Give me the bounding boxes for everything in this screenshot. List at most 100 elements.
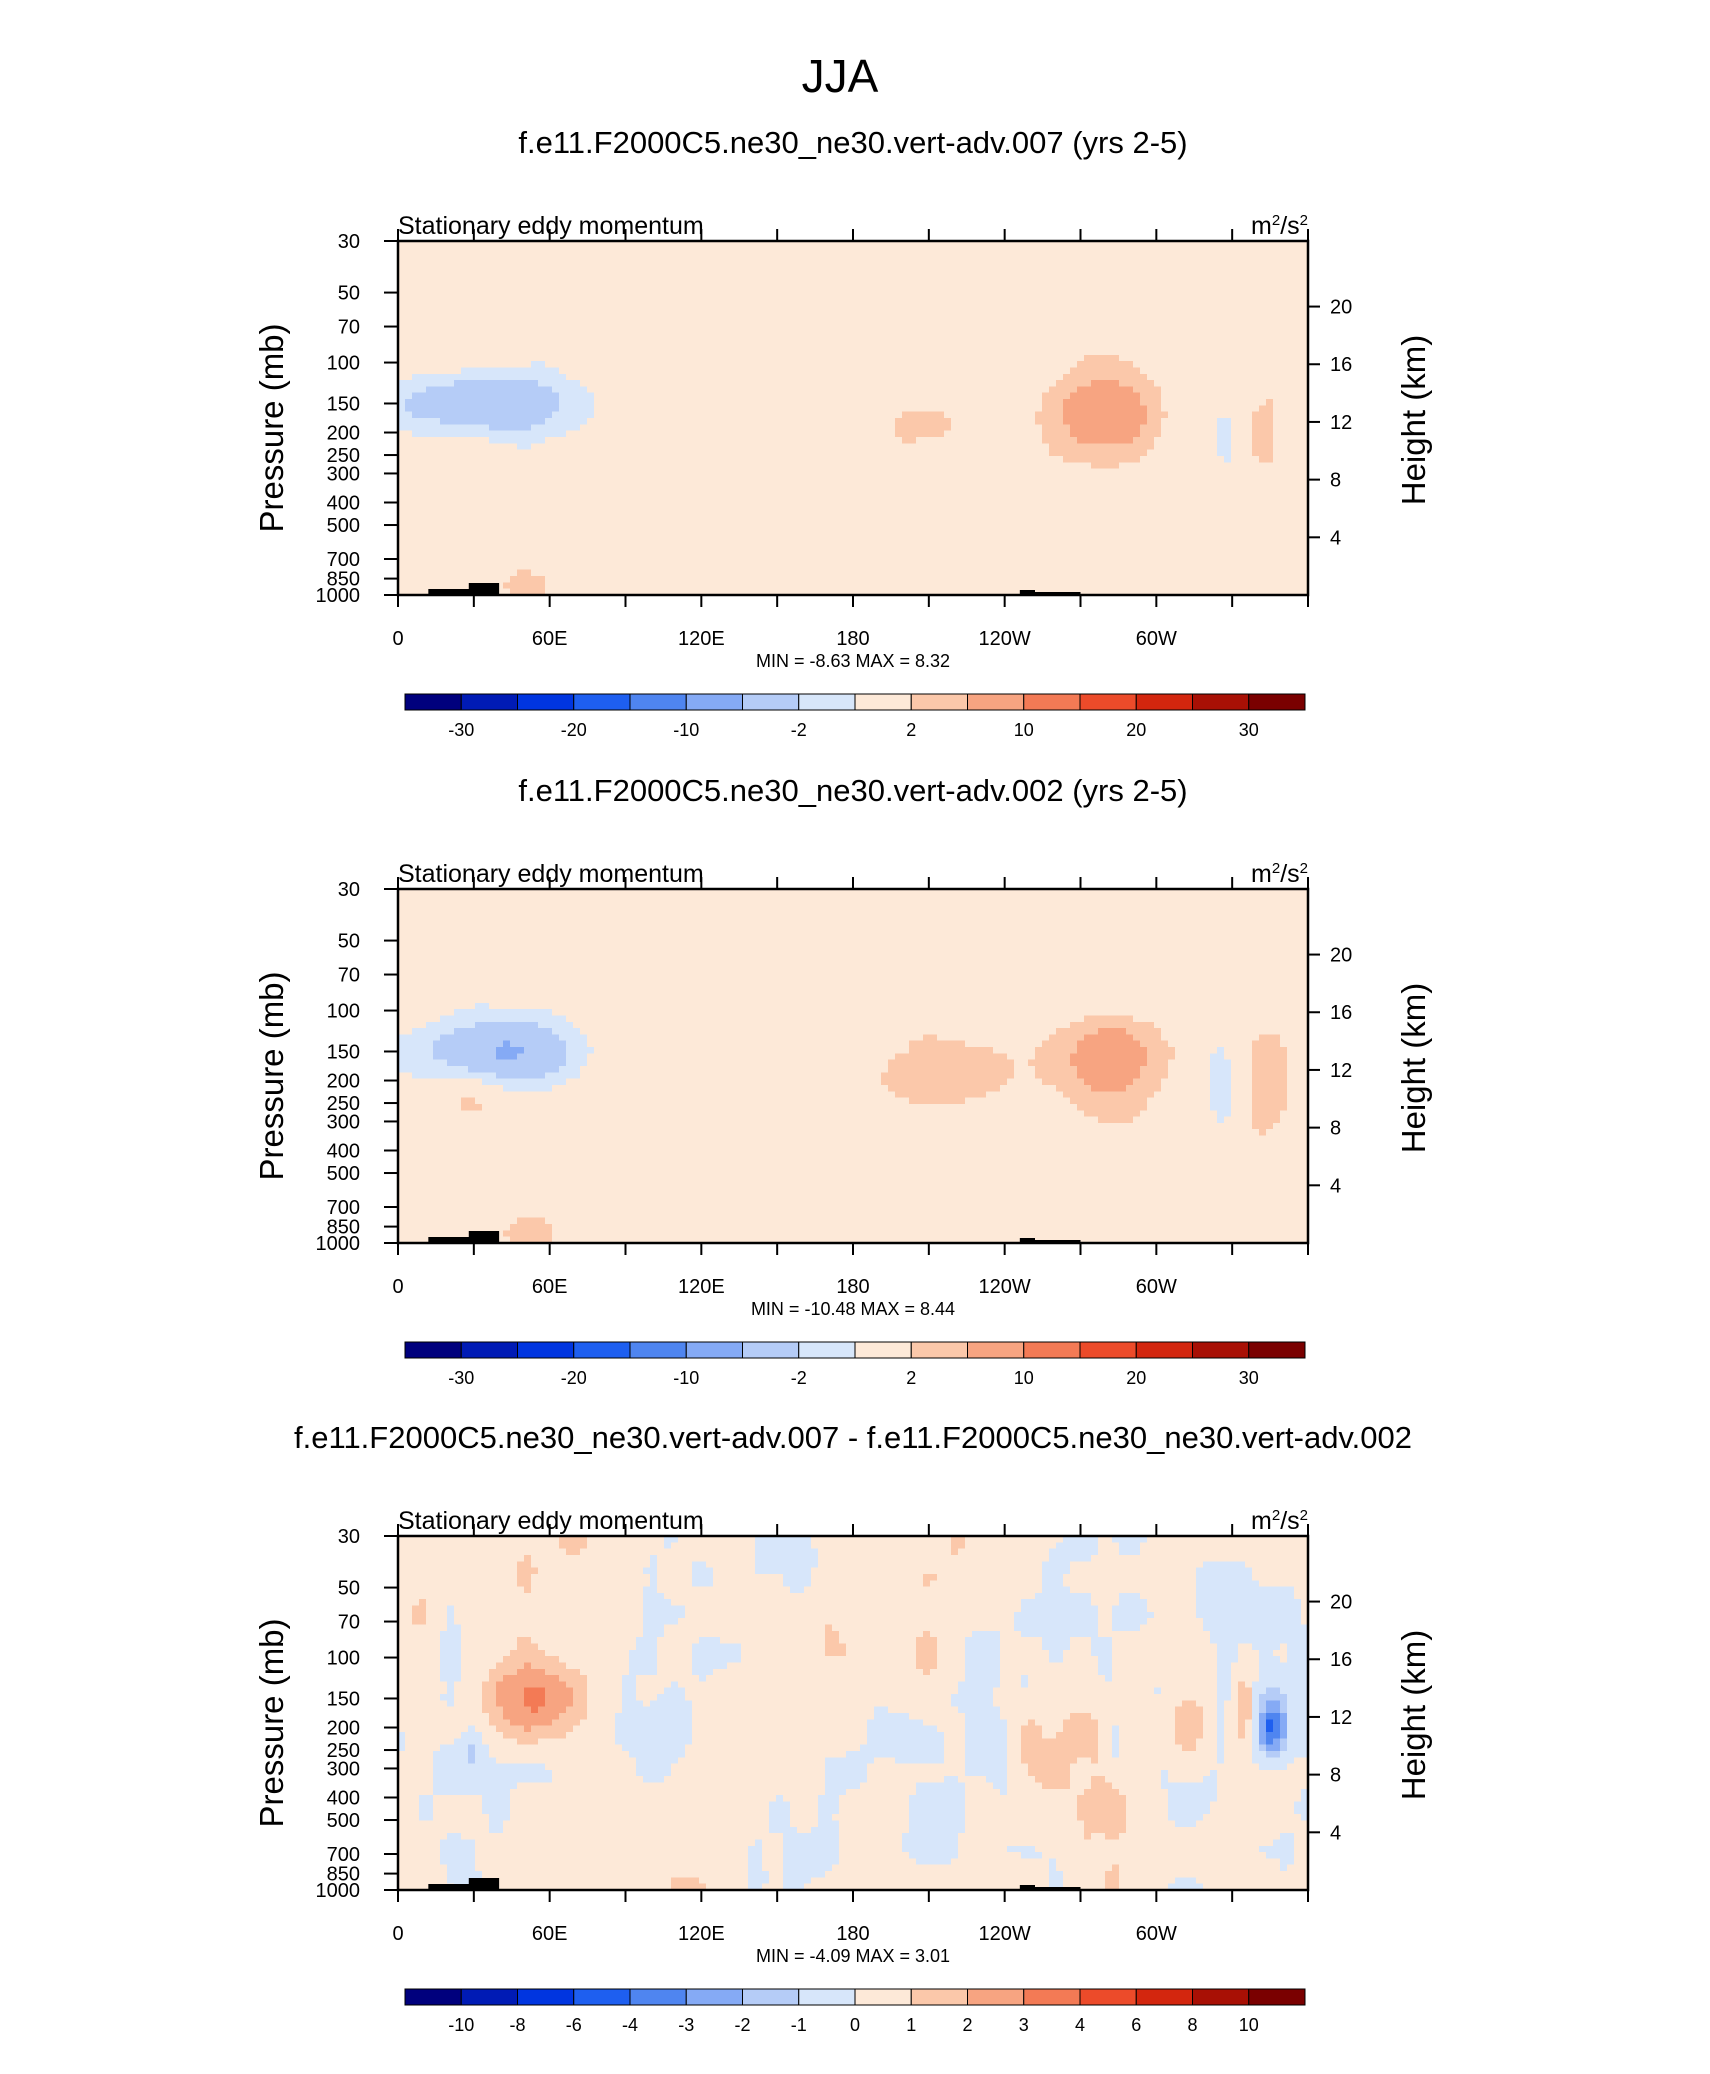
heatmap-cell <box>1210 272 1218 280</box>
heatmap-cell <box>860 310 868 318</box>
heatmap-cell <box>860 304 868 312</box>
heatmap-cell <box>930 266 938 274</box>
heatmap-cell <box>461 474 469 482</box>
heatmap-cell <box>1175 361 1183 369</box>
heatmap-cell <box>811 272 819 280</box>
heatmap-cell <box>1210 411 1218 419</box>
heatmap-cell <box>482 481 490 489</box>
heatmap-cell <box>510 348 518 356</box>
heatmap-cell <box>454 335 462 343</box>
heatmap-cell <box>1147 348 1155 356</box>
heatmap-cell <box>398 304 406 312</box>
heatmap-cell <box>685 373 693 381</box>
heatmap-cell <box>986 367 994 375</box>
heatmap-cell <box>594 304 602 312</box>
heatmap-cell <box>839 361 847 369</box>
heatmap-cell <box>1070 272 1078 280</box>
heatmap-cell <box>720 481 728 489</box>
heatmap-cell <box>1035 449 1043 457</box>
heatmap-cell <box>909 399 917 406</box>
heatmap-cell <box>699 474 707 482</box>
heatmap-cell <box>1182 291 1190 299</box>
heatmap-cell <box>1189 361 1197 369</box>
heatmap-cell <box>1000 418 1008 425</box>
heatmap-cell <box>1182 418 1190 425</box>
heatmap-cell <box>426 367 434 375</box>
heatmap-cell <box>1126 323 1134 331</box>
heatmap-cell <box>664 481 672 489</box>
heatmap-cell <box>993 278 1001 286</box>
heatmap-cell <box>1147 430 1155 438</box>
heatmap-cell <box>965 241 973 248</box>
heatmap-cell <box>1154 430 1162 438</box>
heatmap-cell <box>1091 266 1099 274</box>
heatmap-cell <box>1301 411 1309 419</box>
heatmap-cell <box>1133 354 1141 362</box>
heatmap-cell <box>1140 335 1148 343</box>
heatmap-cell <box>468 241 476 248</box>
heatmap-cell <box>1189 272 1197 280</box>
heatmap-cell <box>818 455 826 463</box>
heatmap-cell <box>853 323 861 331</box>
heatmap-cell <box>762 462 770 470</box>
heatmap-cell <box>727 342 735 350</box>
heatmap-cell <box>573 253 581 261</box>
heatmap-cell <box>636 430 644 438</box>
heatmap-cell <box>1000 316 1008 324</box>
heatmap-cell <box>426 342 434 350</box>
heatmap-cell <box>713 443 721 451</box>
heatmap-cell <box>951 443 959 451</box>
heatmap-cell <box>769 373 777 381</box>
heatmap-cell <box>1266 247 1274 255</box>
heatmap-cell <box>657 348 665 356</box>
heatmap-cell <box>1091 386 1099 394</box>
heatmap-cell <box>650 380 658 387</box>
heatmap-cell <box>1133 304 1141 312</box>
heatmap-cell <box>552 272 560 280</box>
heatmap-cell <box>720 304 728 312</box>
heatmap-cell <box>986 373 994 381</box>
heatmap-cell <box>1161 266 1169 274</box>
heatmap-cell <box>818 259 826 267</box>
heatmap-cell <box>426 418 434 425</box>
heatmap-cell <box>1105 462 1113 470</box>
heatmap-cell <box>1105 247 1113 255</box>
heatmap-cell <box>804 380 812 387</box>
heatmap-cell <box>545 449 553 457</box>
heatmap-cell <box>1021 399 1029 406</box>
heatmap-cell <box>433 468 441 476</box>
heatmap-cell <box>1091 449 1099 457</box>
heatmap-cell <box>1196 405 1204 413</box>
heatmap-cell <box>1273 418 1281 425</box>
heatmap-cell <box>1175 316 1183 324</box>
heatmap-cell <box>468 329 476 337</box>
heatmap-cell <box>1098 443 1106 451</box>
heatmap-cell <box>1070 373 1078 381</box>
heatmap-cell <box>1014 241 1022 248</box>
heatmap-cell <box>489 430 497 438</box>
heatmap-cell <box>566 411 574 419</box>
heatmap-cell <box>412 405 420 413</box>
heatmap-cell <box>846 367 854 375</box>
heatmap-cell <box>734 310 742 318</box>
heatmap-cell <box>804 367 812 375</box>
heatmap-cell <box>580 468 588 476</box>
heatmap-cell <box>412 392 420 400</box>
heatmap-cell <box>552 418 560 425</box>
heatmap-cell <box>1126 449 1134 457</box>
heatmap-cell <box>1294 455 1302 463</box>
heatmap-cell <box>1301 241 1309 248</box>
heatmap-cell <box>944 297 952 305</box>
heatmap-cell <box>664 272 672 280</box>
heatmap-cell <box>1266 310 1274 318</box>
heatmap-cell <box>818 310 826 318</box>
heatmap-cell <box>685 380 693 387</box>
heatmap-cell <box>923 361 931 369</box>
heatmap-cell <box>958 361 966 369</box>
heatmap-cell <box>1070 354 1078 362</box>
heatmap-cell <box>1105 266 1113 274</box>
heatmap-cell <box>993 241 1001 248</box>
heatmap-cell <box>1301 278 1309 286</box>
heatmap-cell <box>1182 399 1190 406</box>
heatmap-cell <box>580 399 588 406</box>
